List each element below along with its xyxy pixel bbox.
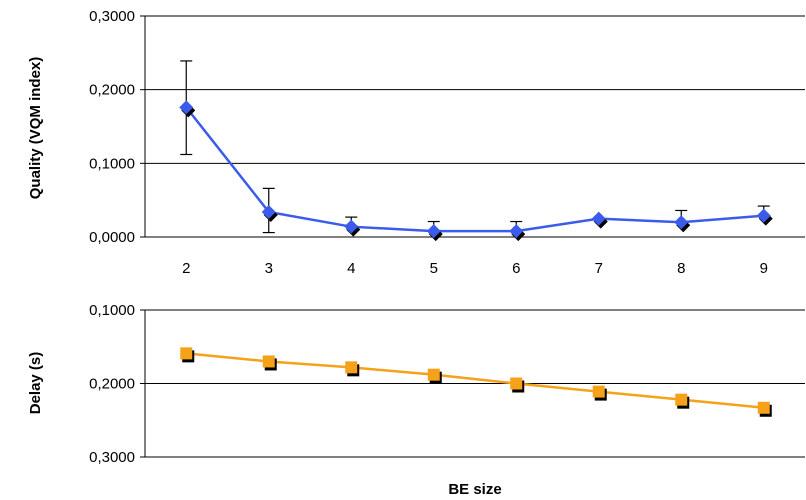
delay-y-tick-label: 0,2000 (89, 376, 135, 393)
x-tick-label-9: 9 (760, 260, 768, 277)
delay-panel: 0,1000 0,2000 0,3000 (89, 302, 805, 466)
x-tick-label-3: 3 (265, 260, 273, 277)
delay-point-8 (675, 393, 688, 406)
x-tick-label-7: 7 (595, 260, 603, 277)
quality-series-line (185, 106, 764, 233)
quality-point-3 (261, 204, 276, 219)
x-tick-label-8: 8 (677, 260, 685, 277)
quality-y-tick-label: 0,3000 (89, 8, 135, 25)
quality-point-7 (591, 211, 606, 226)
quality-y-tick-label: 0,1000 (89, 155, 135, 172)
delay-point-7 (592, 385, 605, 398)
delay-point-2 (180, 347, 193, 360)
delay-y-tick-label: 0,1000 (89, 302, 135, 319)
quality-axis-title: Quality (VQM index) (27, 57, 44, 200)
delay-series-line (186, 352, 764, 409)
x-tick-labels: 2 3 4 5 6 7 8 9 (182, 260, 768, 277)
delay-axis-title: Delay (s) (27, 352, 44, 415)
x-tick-label-2: 2 (182, 260, 190, 277)
quality-point-4 (344, 219, 359, 234)
delay-y-tick-label: 0,3000 (89, 449, 135, 466)
delay-point-4 (345, 361, 358, 374)
delay-point-3 (262, 355, 275, 368)
quality-point-9 (756, 208, 771, 223)
quality-point-2 (179, 100, 194, 115)
quality-y-tick-label: 0,2000 (89, 82, 135, 99)
delay-point-9 (757, 401, 770, 414)
x-tick-label-5: 5 (430, 260, 438, 277)
quality-point-6 (509, 224, 524, 239)
delay-point-6 (510, 377, 523, 390)
quality-point-8 (674, 215, 689, 230)
quality-y-tick-label: 0,0000 (89, 229, 135, 246)
delay-point-5 (427, 368, 440, 381)
x-tick-label-6: 6 (512, 260, 520, 277)
x-tick-label-4: 4 (347, 260, 355, 277)
x-axis-title: BE size (448, 481, 501, 498)
quality-panel: 0,3000 0,2000 0,1000 0,0000 (89, 8, 805, 246)
quality-point-5 (426, 224, 441, 239)
